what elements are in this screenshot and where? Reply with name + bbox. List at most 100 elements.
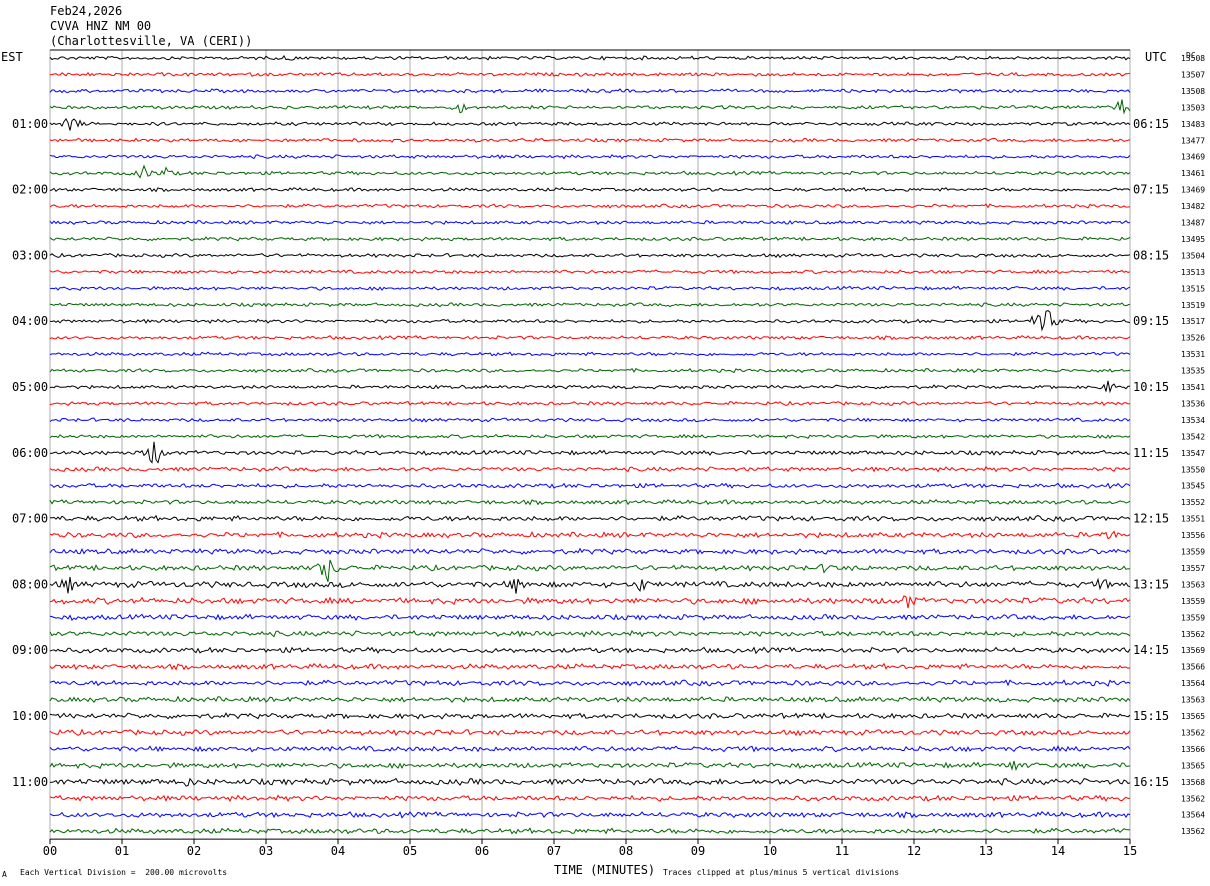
trace-row-21 (49, 400, 1131, 406)
x-tick-label: 03 (259, 844, 273, 858)
x-tick-label: 06 (475, 844, 489, 858)
trace-dc-value: 13551 (1181, 515, 1205, 524)
trace-dc-value: 13542 (1181, 432, 1205, 441)
trace-row-25 (49, 466, 1131, 473)
trace-row-46 (49, 810, 1131, 819)
x-tick-label: 10 (763, 844, 777, 858)
utc-hour-label: 12:15 (1133, 512, 1169, 526)
trace-dc-value: 13550 (1181, 465, 1205, 474)
utc-hour-label: 15:15 (1133, 709, 1169, 723)
trace-row-12 (49, 252, 1131, 259)
est-hour-label: 11:00 (12, 775, 48, 789)
est-hour-label: 02:00 (12, 183, 48, 197)
trace-row-19 (49, 367, 1131, 374)
trace-row-9 (49, 203, 1131, 209)
trace-dc-value: 13569 (1181, 646, 1205, 655)
trace-dc-value: 13566 (1181, 745, 1205, 754)
trace-row-42 (49, 744, 1131, 753)
trace-row-26 (49, 482, 1131, 490)
trace-dc-value: 13566 (1181, 663, 1205, 672)
trace-row-11 (49, 236, 1131, 242)
x-tick-label: 14 (1051, 844, 1065, 858)
trace-row-17 (49, 335, 1131, 341)
trace-row-24 (49, 441, 1131, 464)
trace-row-35 (49, 630, 1131, 638)
trace-dc-value: 13469 (1181, 186, 1205, 195)
trace-row-2 (49, 88, 1131, 94)
trace-row-37 (49, 662, 1131, 671)
trace-dc-value: 13482 (1181, 202, 1205, 211)
trace-dc-value: 13559 (1181, 613, 1205, 622)
axis-labels: 00 01 02 03 04 05 06 07 08 09 10 11 12 13 14 15 13508 135… (12, 54, 1205, 858)
trace-dc-value: 13552 (1181, 498, 1205, 507)
utc-hour-label: 13:15 (1133, 577, 1169, 591)
utc-hour-label: 14:15 (1133, 643, 1169, 657)
trace-row-36 (49, 646, 1131, 655)
trace-row-22 (49, 417, 1131, 423)
trace-dc-value: 13517 (1181, 317, 1205, 326)
est-hour-label: 09:00 (12, 643, 48, 657)
trace-dc-value: 13564 (1181, 679, 1205, 688)
trace-dc-value: 13562 (1181, 630, 1205, 639)
trace-row-4 (49, 117, 1131, 131)
trace-dc-value: 13513 (1181, 268, 1205, 277)
trace-row-44 (49, 777, 1131, 787)
trace-row-5 (49, 137, 1131, 143)
trace-dc-value: 13504 (1181, 251, 1205, 260)
trace-dc-value: 13568 (1181, 778, 1205, 787)
trace-row-38 (49, 679, 1131, 687)
x-tick-label: 15 (1123, 844, 1137, 858)
x-tick-label: 12 (907, 844, 921, 858)
trace-dc-value: 13535 (1181, 367, 1205, 376)
est-hour-label: 03:00 (12, 248, 48, 262)
trace-dc-value: 13531 (1181, 350, 1205, 359)
clip-note: Traces clipped at plus/minus 5 vertical … (663, 868, 900, 877)
x-tick-label: 00 (43, 844, 57, 858)
est-hour-label: 04:00 (12, 314, 48, 328)
trace-dc-value: 13461 (1181, 169, 1205, 178)
utc-hour-label: 06:15 (1133, 117, 1169, 131)
trace-row-33 (49, 595, 1131, 609)
trace-row-43 (49, 760, 1131, 772)
trace-row-30 (49, 547, 1131, 556)
trace-dc-value: 13515 (1181, 284, 1205, 293)
trace-row-32 (49, 576, 1131, 594)
trace-row-27 (49, 499, 1131, 506)
corner-mark: A (2, 870, 7, 879)
trace-row-15 (49, 302, 1131, 308)
est-hour-label: 10:00 (12, 709, 48, 723)
utc-hour-label: 08:15 (1133, 248, 1169, 262)
trace-dc-value: 13536 (1181, 399, 1205, 408)
station-location: (Charlottesville, VA (CERI)) (50, 34, 253, 48)
trace-dc-value: 13487 (1181, 219, 1205, 228)
trace-dc-value: 13565 (1181, 712, 1205, 721)
trace-row-18 (49, 351, 1131, 357)
trace-dc-value: 13562 (1181, 794, 1205, 803)
trace-dc-value: 13559 (1181, 548, 1205, 557)
trace-row-47 (49, 827, 1131, 835)
x-tick-label: 02 (187, 844, 201, 858)
x-tick-label: 07 (547, 844, 561, 858)
est-hour-label: 08:00 (12, 577, 48, 591)
trace-dc-value: 13563 (1181, 696, 1205, 705)
trace-row-16 (49, 310, 1131, 332)
x-tick-label: 01 (115, 844, 129, 858)
x-tick-label: 13 (979, 844, 993, 858)
trace-dc-value: 13557 (1181, 564, 1205, 573)
trace-dc-value: 13547 (1181, 449, 1205, 458)
trace-group (49, 54, 1131, 835)
est-hour-label: 07:00 (12, 512, 48, 526)
x-tick-label: 09 (691, 844, 705, 858)
trace-dc-value: 13545 (1181, 482, 1205, 491)
trace-dc-value: 13477 (1181, 136, 1205, 145)
trace-row-8 (49, 186, 1131, 193)
est-hour-label: 05:00 (12, 380, 48, 394)
plot-date: Feb24,2026 (50, 4, 123, 18)
trace-row-10 (49, 219, 1131, 226)
est-hour-label: 06:00 (12, 446, 48, 460)
trace-dc-value: 13562 (1181, 728, 1205, 737)
trace-row-0 (49, 54, 1131, 61)
trace-dc-value: 13495 (1181, 235, 1205, 244)
trace-row-41 (49, 728, 1131, 737)
